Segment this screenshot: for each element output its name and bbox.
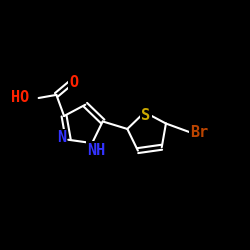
Text: Br: Br [190, 124, 208, 140]
Text: NH: NH [87, 142, 105, 158]
Text: O: O [69, 75, 78, 90]
Text: S: S [141, 108, 150, 124]
Text: HO: HO [11, 90, 29, 106]
Text: N: N [57, 130, 66, 145]
